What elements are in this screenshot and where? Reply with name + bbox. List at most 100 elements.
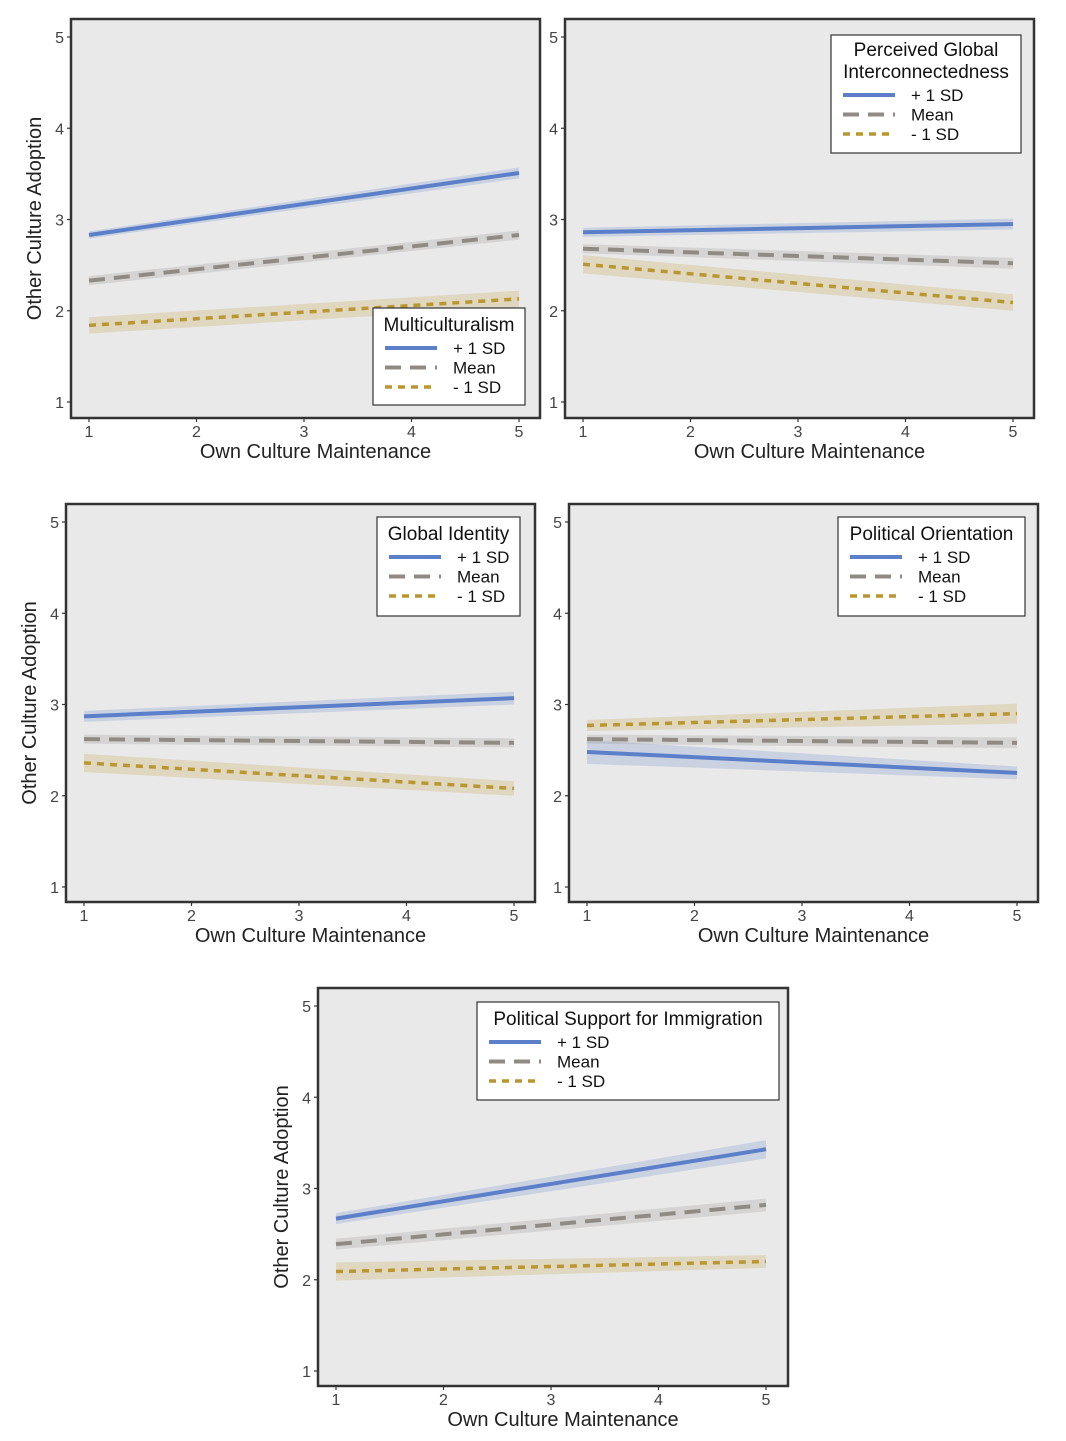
series-line-plus-1sd <box>88 170 520 237</box>
legend-label-mean: Mean <box>557 1053 600 1072</box>
y-tick-label: 4 <box>55 121 64 138</box>
confidence-band-mean <box>89 230 519 286</box>
plot-frame <box>64 502 537 904</box>
legend-label-mean: Mean <box>911 106 954 125</box>
legend-label-plus-1sd: + 1 SD <box>557 1033 609 1052</box>
y-tick-label: 5 <box>553 515 562 532</box>
y-tick-label: 1 <box>50 880 59 897</box>
confidence-band-minus-1sd <box>84 753 514 796</box>
y-tick-label: 1 <box>549 395 558 412</box>
y-axis-label: Other Culture Adoption <box>24 117 46 320</box>
x-tick-label: 4 <box>905 908 914 925</box>
legend-label-mean: Mean <box>918 568 961 587</box>
legend-label-plus-1sd: + 1 SD <box>918 548 970 567</box>
y-tick-label: 3 <box>549 213 558 230</box>
y-tick-label: 3 <box>50 698 59 715</box>
legend-label-minus-1sd: - 1 SD <box>453 378 501 397</box>
x-tick-label: 4 <box>402 908 411 925</box>
x-tick-label: 2 <box>439 1392 448 1409</box>
x-tick-label: 1 <box>583 908 592 925</box>
series-line-minus-1sd <box>83 761 515 791</box>
legend-label-mean: Mean <box>453 359 496 378</box>
y-tick-label: 5 <box>549 30 558 47</box>
y-tick-label: 3 <box>302 1182 311 1199</box>
y-tick-label: 1 <box>553 880 562 897</box>
legend-box <box>476 1001 780 1101</box>
y-tick-label: 4 <box>553 606 562 623</box>
legend-label-minus-1sd: - 1 SD <box>918 587 966 606</box>
series-line-plus-1sd <box>586 749 1018 775</box>
series-line-mean <box>88 233 520 283</box>
legend-title: Multiculturalism <box>384 315 515 336</box>
y-tick-label: 5 <box>50 515 59 532</box>
legend-label-plus-1sd: + 1 SD <box>453 339 505 358</box>
x-axis-label: Own Culture Maintenance <box>698 925 929 947</box>
plot-frame <box>567 502 1040 904</box>
y-tick-label: 5 <box>302 999 311 1016</box>
legend-title: Global Identity <box>388 524 510 545</box>
y-tick-label: 1 <box>55 395 64 412</box>
x-axis-label: Own Culture Maintenance <box>195 925 426 947</box>
x-tick-label: 4 <box>407 424 416 441</box>
series-line-mean <box>83 737 515 745</box>
x-tick-label: 3 <box>798 908 807 925</box>
confidence-band-minus-1sd <box>336 1255 766 1281</box>
y-tick-label: 4 <box>302 1090 311 1107</box>
x-tick-label: 2 <box>187 908 196 925</box>
y-tick-label: 5 <box>55 30 64 47</box>
y-tick-label: 3 <box>55 213 64 230</box>
plot-frame <box>69 17 542 420</box>
y-tick-label: 4 <box>549 121 558 138</box>
panel-global-identity: 1 2 3 4 5 1 2 3 4 5 Own Culture Maintenance Other C… <box>19 502 537 947</box>
y-tick-label: 2 <box>55 304 64 321</box>
y-tick-label: 1 <box>302 1364 311 1381</box>
x-tick-label: 3 <box>300 424 309 441</box>
series-line-minus-1sd <box>88 297 520 328</box>
legend-label-mean: Mean <box>457 568 500 587</box>
confidence-band-minus-1sd <box>583 255 1013 311</box>
x-tick-label: 5 <box>510 908 519 925</box>
y-tick-label: 2 <box>553 789 562 806</box>
plot-frame <box>316 986 790 1388</box>
legend-box <box>372 307 526 406</box>
legend-title: Political Orientation <box>850 524 1014 545</box>
x-tick-label: 1 <box>85 424 94 441</box>
x-tick-label: 4 <box>901 424 910 441</box>
x-tick-label: 1 <box>579 424 588 441</box>
confidence-band-minus-1sd <box>89 290 519 334</box>
x-tick-label: 2 <box>192 424 201 441</box>
x-tick-label: 4 <box>654 1392 663 1409</box>
panel-multiculturalism: 1 2 3 4 5 1 2 3 4 5 Own Culture Maintenance Other C… <box>24 17 542 463</box>
legend-box <box>376 516 521 617</box>
x-tick-label: 2 <box>690 908 699 925</box>
series-line-plus-1sd <box>83 696 515 719</box>
series-line-minus-1sd <box>586 711 1018 728</box>
series-line-mean <box>582 246 1014 266</box>
x-tick-label: 5 <box>1009 424 1018 441</box>
x-tick-label: 5 <box>762 1392 771 1409</box>
legend-title: Perceived Global <box>854 40 999 61</box>
series-line-mean <box>335 1202 767 1247</box>
legend: Political Support for Immigration + 1 SDM… <box>476 1001 780 1101</box>
legend-label-minus-1sd: - 1 SD <box>557 1072 605 1091</box>
y-tick-label: 4 <box>50 606 59 623</box>
y-tick-label: 3 <box>553 698 562 715</box>
series-line-plus-1sd <box>582 222 1014 235</box>
legend-label-plus-1sd: + 1 SD <box>457 548 509 567</box>
legend-label-minus-1sd: - 1 SD <box>457 587 505 606</box>
y-tick-label: 2 <box>50 789 59 806</box>
x-tick-label: 5 <box>1013 908 1022 925</box>
x-tick-label: 3 <box>794 424 803 441</box>
series-line-mean <box>586 737 1018 745</box>
x-axis-label: Own Culture Maintenance <box>447 1409 678 1431</box>
legend-title: Interconnectedness <box>843 62 1009 83</box>
y-axis-label: Other Culture Adoption <box>271 1085 293 1288</box>
y-tick-label: 2 <box>302 1273 311 1290</box>
legend-box <box>837 516 1026 617</box>
series-line-minus-1sd <box>335 1259 767 1274</box>
x-tick-label: 3 <box>295 908 304 925</box>
panel-political-orientation: 1 2 3 4 5 1 2 3 4 5 Own Culture Maintenance Politic… <box>553 502 1040 947</box>
